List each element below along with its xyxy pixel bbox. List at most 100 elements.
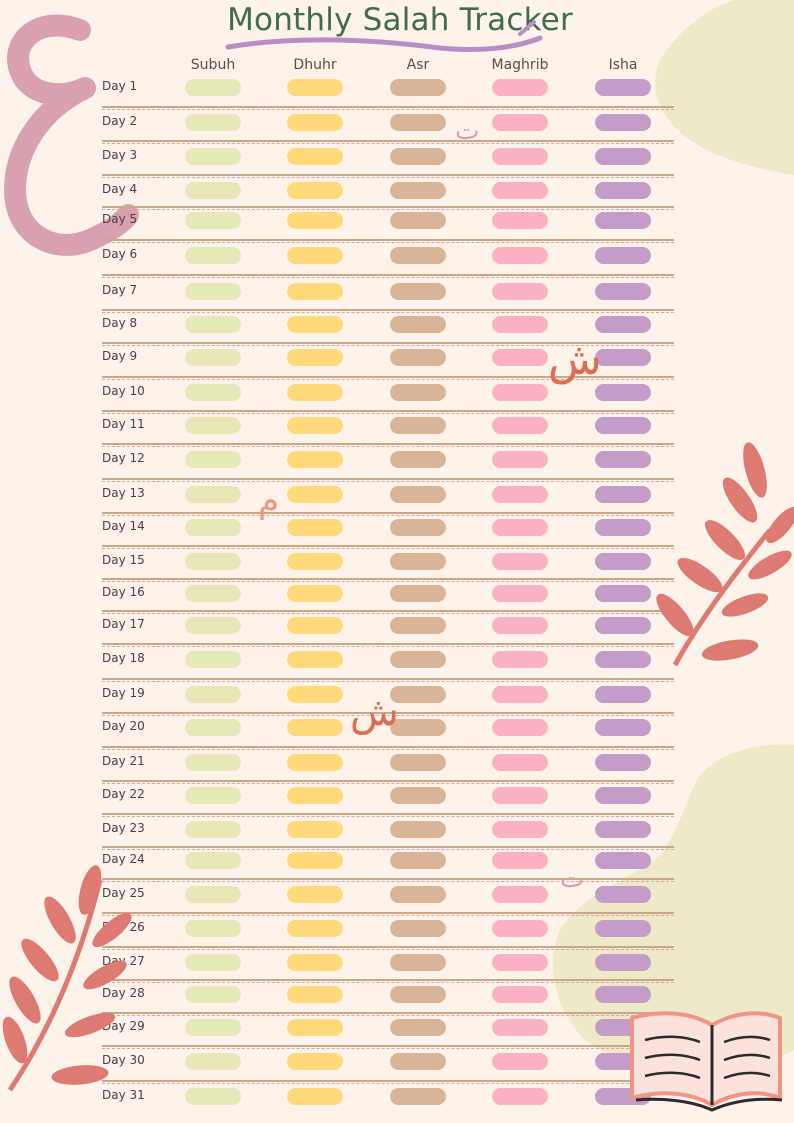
checkbox-subuh-1[interactable] [185, 79, 241, 96]
checkbox-subuh-23[interactable] [185, 821, 241, 838]
checkbox-maghrib-23[interactable] [492, 821, 548, 838]
checkbox-subuh-9[interactable] [185, 349, 241, 366]
checkbox-dhuhr-9[interactable] [287, 349, 343, 366]
checkbox-subuh-15[interactable] [185, 553, 241, 570]
checkbox-dhuhr-22[interactable] [287, 787, 343, 804]
checkbox-isha-20[interactable] [595, 719, 651, 736]
checkbox-dhuhr-16[interactable] [287, 585, 343, 602]
checkbox-asr-14[interactable] [390, 519, 446, 536]
checkbox-dhuhr-26[interactable] [287, 920, 343, 937]
checkbox-maghrib-16[interactable] [492, 585, 548, 602]
checkbox-dhuhr-24[interactable] [287, 852, 343, 869]
checkbox-dhuhr-8[interactable] [287, 316, 343, 333]
checkbox-isha-12[interactable] [595, 451, 651, 468]
checkbox-dhuhr-3[interactable] [287, 148, 343, 165]
checkbox-isha-11[interactable] [595, 417, 651, 434]
checkbox-maghrib-24[interactable] [492, 852, 548, 869]
checkbox-maghrib-20[interactable] [492, 719, 548, 736]
checkbox-subuh-8[interactable] [185, 316, 241, 333]
checkbox-dhuhr-7[interactable] [287, 283, 343, 300]
checkbox-subuh-7[interactable] [185, 283, 241, 300]
checkbox-maghrib-25[interactable] [492, 886, 548, 903]
checkbox-dhuhr-29[interactable] [287, 1019, 343, 1036]
checkbox-dhuhr-10[interactable] [287, 384, 343, 401]
checkbox-subuh-16[interactable] [185, 585, 241, 602]
checkbox-isha-10[interactable] [595, 384, 651, 401]
checkbox-dhuhr-1[interactable] [287, 79, 343, 96]
checkbox-maghrib-26[interactable] [492, 920, 548, 937]
checkbox-dhuhr-5[interactable] [287, 212, 343, 229]
checkbox-maghrib-18[interactable] [492, 651, 548, 668]
checkbox-maghrib-28[interactable] [492, 986, 548, 1003]
checkbox-asr-21[interactable] [390, 754, 446, 771]
checkbox-subuh-2[interactable] [185, 114, 241, 131]
checkbox-dhuhr-25[interactable] [287, 886, 343, 903]
checkbox-subuh-17[interactable] [185, 617, 241, 634]
checkbox-asr-15[interactable] [390, 553, 446, 570]
checkbox-maghrib-12[interactable] [492, 451, 548, 468]
checkbox-asr-11[interactable] [390, 417, 446, 434]
checkbox-dhuhr-21[interactable] [287, 754, 343, 771]
checkbox-asr-31[interactable] [390, 1088, 446, 1105]
checkbox-isha-26[interactable] [595, 920, 651, 937]
checkbox-asr-12[interactable] [390, 451, 446, 468]
checkbox-isha-6[interactable] [595, 247, 651, 264]
checkbox-dhuhr-20[interactable] [287, 719, 343, 736]
checkbox-dhuhr-2[interactable] [287, 114, 343, 131]
checkbox-isha-22[interactable] [595, 787, 651, 804]
checkbox-subuh-28[interactable] [185, 986, 241, 1003]
checkbox-isha-28[interactable] [595, 986, 651, 1003]
checkbox-subuh-4[interactable] [185, 182, 241, 199]
checkbox-maghrib-31[interactable] [492, 1088, 548, 1105]
checkbox-subuh-3[interactable] [185, 148, 241, 165]
checkbox-maghrib-17[interactable] [492, 617, 548, 634]
checkbox-dhuhr-23[interactable] [287, 821, 343, 838]
checkbox-subuh-31[interactable] [185, 1088, 241, 1105]
checkbox-isha-24[interactable] [595, 852, 651, 869]
checkbox-asr-26[interactable] [390, 920, 446, 937]
checkbox-subuh-11[interactable] [185, 417, 241, 434]
checkbox-isha-13[interactable] [595, 486, 651, 503]
checkbox-subuh-20[interactable] [185, 719, 241, 736]
checkbox-maghrib-1[interactable] [492, 79, 548, 96]
checkbox-isha-17[interactable] [595, 617, 651, 634]
checkbox-asr-22[interactable] [390, 787, 446, 804]
checkbox-asr-27[interactable] [390, 954, 446, 971]
checkbox-dhuhr-27[interactable] [287, 954, 343, 971]
checkbox-subuh-24[interactable] [185, 852, 241, 869]
checkbox-dhuhr-11[interactable] [287, 417, 343, 434]
checkbox-dhuhr-6[interactable] [287, 247, 343, 264]
checkbox-asr-7[interactable] [390, 283, 446, 300]
checkbox-isha-2[interactable] [595, 114, 651, 131]
checkbox-asr-19[interactable] [390, 686, 446, 703]
checkbox-asr-30[interactable] [390, 1053, 446, 1070]
checkbox-dhuhr-17[interactable] [287, 617, 343, 634]
checkbox-dhuhr-4[interactable] [287, 182, 343, 199]
checkbox-subuh-18[interactable] [185, 651, 241, 668]
checkbox-isha-27[interactable] [595, 954, 651, 971]
checkbox-maghrib-13[interactable] [492, 486, 548, 503]
checkbox-isha-14[interactable] [595, 519, 651, 536]
checkbox-isha-9[interactable] [595, 349, 651, 366]
checkbox-dhuhr-31[interactable] [287, 1088, 343, 1105]
checkbox-isha-23[interactable] [595, 821, 651, 838]
checkbox-asr-1[interactable] [390, 79, 446, 96]
checkbox-maghrib-30[interactable] [492, 1053, 548, 1070]
checkbox-isha-7[interactable] [595, 283, 651, 300]
checkbox-dhuhr-12[interactable] [287, 451, 343, 468]
checkbox-subuh-22[interactable] [185, 787, 241, 804]
checkbox-asr-20[interactable] [390, 719, 446, 736]
checkbox-dhuhr-30[interactable] [287, 1053, 343, 1070]
checkbox-maghrib-27[interactable] [492, 954, 548, 971]
checkbox-asr-24[interactable] [390, 852, 446, 869]
checkbox-subuh-10[interactable] [185, 384, 241, 401]
checkbox-maghrib-2[interactable] [492, 114, 548, 131]
checkbox-maghrib-4[interactable] [492, 182, 548, 199]
checkbox-asr-16[interactable] [390, 585, 446, 602]
checkbox-subuh-30[interactable] [185, 1053, 241, 1070]
checkbox-asr-6[interactable] [390, 247, 446, 264]
checkbox-isha-15[interactable] [595, 553, 651, 570]
checkbox-isha-8[interactable] [595, 316, 651, 333]
checkbox-subuh-19[interactable] [185, 686, 241, 703]
checkbox-maghrib-29[interactable] [492, 1019, 548, 1036]
